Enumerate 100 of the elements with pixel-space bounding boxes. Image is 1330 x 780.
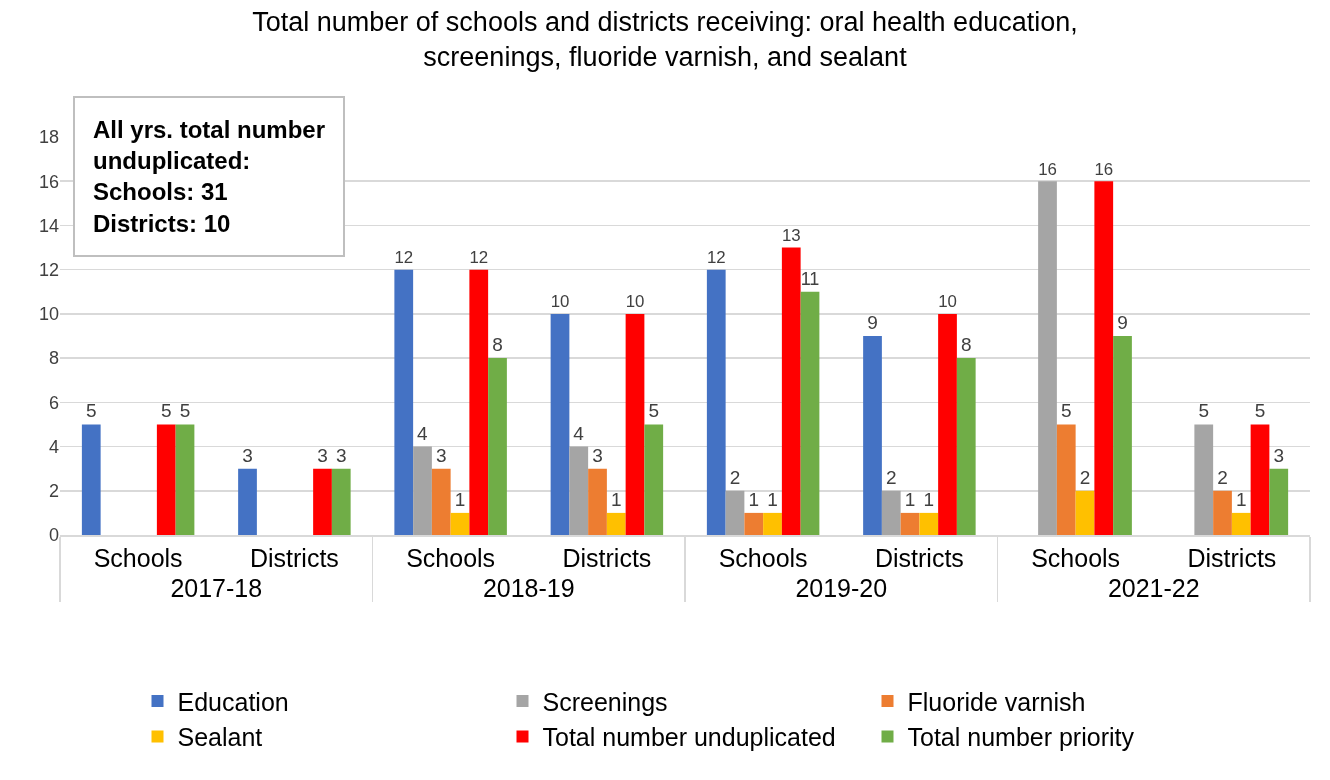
bar [450,512,470,535]
legend-label: Total number unduplicated [542,723,836,752]
x-tick-label: Districts [874,543,964,572]
data-label: 11 [800,268,820,289]
bar [550,313,570,535]
annotation: All yrs. total number unduplicated: Schools: 31 Districts: 10 [93,116,326,237]
legend-label: Total number priority [907,723,1135,752]
bar [588,468,607,535]
data-label: 5 [1060,400,1072,422]
data-label: 1 [767,488,778,510]
bar [569,446,589,535]
bar [488,358,507,535]
legend-label: Education [177,687,289,716]
bar [156,424,176,535]
text: 2017-18 [170,573,263,602]
y-tick-label: 6 [48,392,59,413]
data-label: 1 [904,488,916,510]
x-tick-label: Districts [562,543,652,572]
bar [469,269,489,535]
text: 2018-19 [482,573,575,602]
bar [1213,490,1232,535]
y-tick-label: 18 [38,127,59,148]
y-tick-label: 0 [48,525,59,546]
bar [725,490,745,535]
data-label: 4 [573,422,585,444]
bar [881,490,901,535]
data-label: 3 [592,444,603,466]
bar [1269,468,1289,535]
data-label: 8 [492,334,503,356]
data-label: 5 [85,400,97,422]
x-tick-label: Schools [93,543,183,572]
y-tick-label: 8 [48,348,59,369]
data-label: 2 [1079,466,1091,488]
data-label: 3 [242,444,253,466]
data-label: 5 [648,400,660,422]
data-label: 10 [938,292,957,312]
bar [763,512,782,535]
y-tick-label: 12 [38,259,59,280]
bar [394,269,414,535]
bar [625,313,645,535]
data-label: 10 [550,292,570,312]
data-label: 5 [1198,400,1210,422]
legend-label: Fluoride varnish [907,687,1086,716]
x-tick-label: Districts [1187,543,1277,572]
bar [175,424,195,535]
data-label: 5 [1254,400,1266,422]
legend-label: Sealant [177,723,263,752]
bar [1038,181,1057,535]
data-label: 16 [1094,159,1114,179]
y-tick-label: 2 [48,481,59,502]
bar [644,424,664,535]
bar [1075,490,1095,535]
bar [1113,336,1132,535]
data-label: 3 [317,444,328,466]
bar [606,512,626,535]
text: 2019-20 [795,573,888,602]
data-label: 10 [625,292,645,312]
data-label: 9 [867,312,878,333]
y-tick-label: 10 [38,304,59,325]
data-label: 1 [610,488,622,510]
bar [1094,181,1114,535]
bar [81,424,101,535]
data-label: 1 [1235,488,1247,510]
data-label: 1 [748,488,760,510]
bar [919,512,939,535]
bar [863,336,882,535]
x-tick-label: Districts [249,543,339,572]
bar [938,313,957,535]
bar [331,468,351,535]
data-label: 4 [417,422,429,444]
bar [781,247,801,535]
data-label: 3 [435,444,447,466]
bar [431,468,451,535]
data-label: 5 [179,400,191,422]
data-label: 1 [923,488,935,510]
bar [313,468,332,535]
x-tick-label: Schools [1031,543,1121,572]
data-label: 16 [1038,159,1057,179]
bar [1250,424,1270,535]
bar [413,446,432,535]
data-label: 12 [706,248,726,268]
data-label: 13 [781,226,801,246]
bar [1194,424,1214,535]
x-tick-label: Schools [718,543,808,572]
data-label: 9 [1117,312,1128,333]
bar [900,512,920,535]
data-label: 8 [960,334,972,356]
data-label: 3 [335,444,347,466]
data-label: 3 [1273,444,1285,466]
data-label: 12 [394,248,414,268]
bar [706,269,726,535]
bar [1056,424,1076,535]
y-tick-label: 14 [38,215,59,236]
bar [956,358,976,535]
data-label: 2 [1217,466,1228,488]
data-label: 2 [729,466,741,488]
legend-label: Screenings [542,687,668,716]
text: 2021-22 [1107,573,1200,602]
bar [238,468,257,535]
data-label: 1 [454,488,466,510]
